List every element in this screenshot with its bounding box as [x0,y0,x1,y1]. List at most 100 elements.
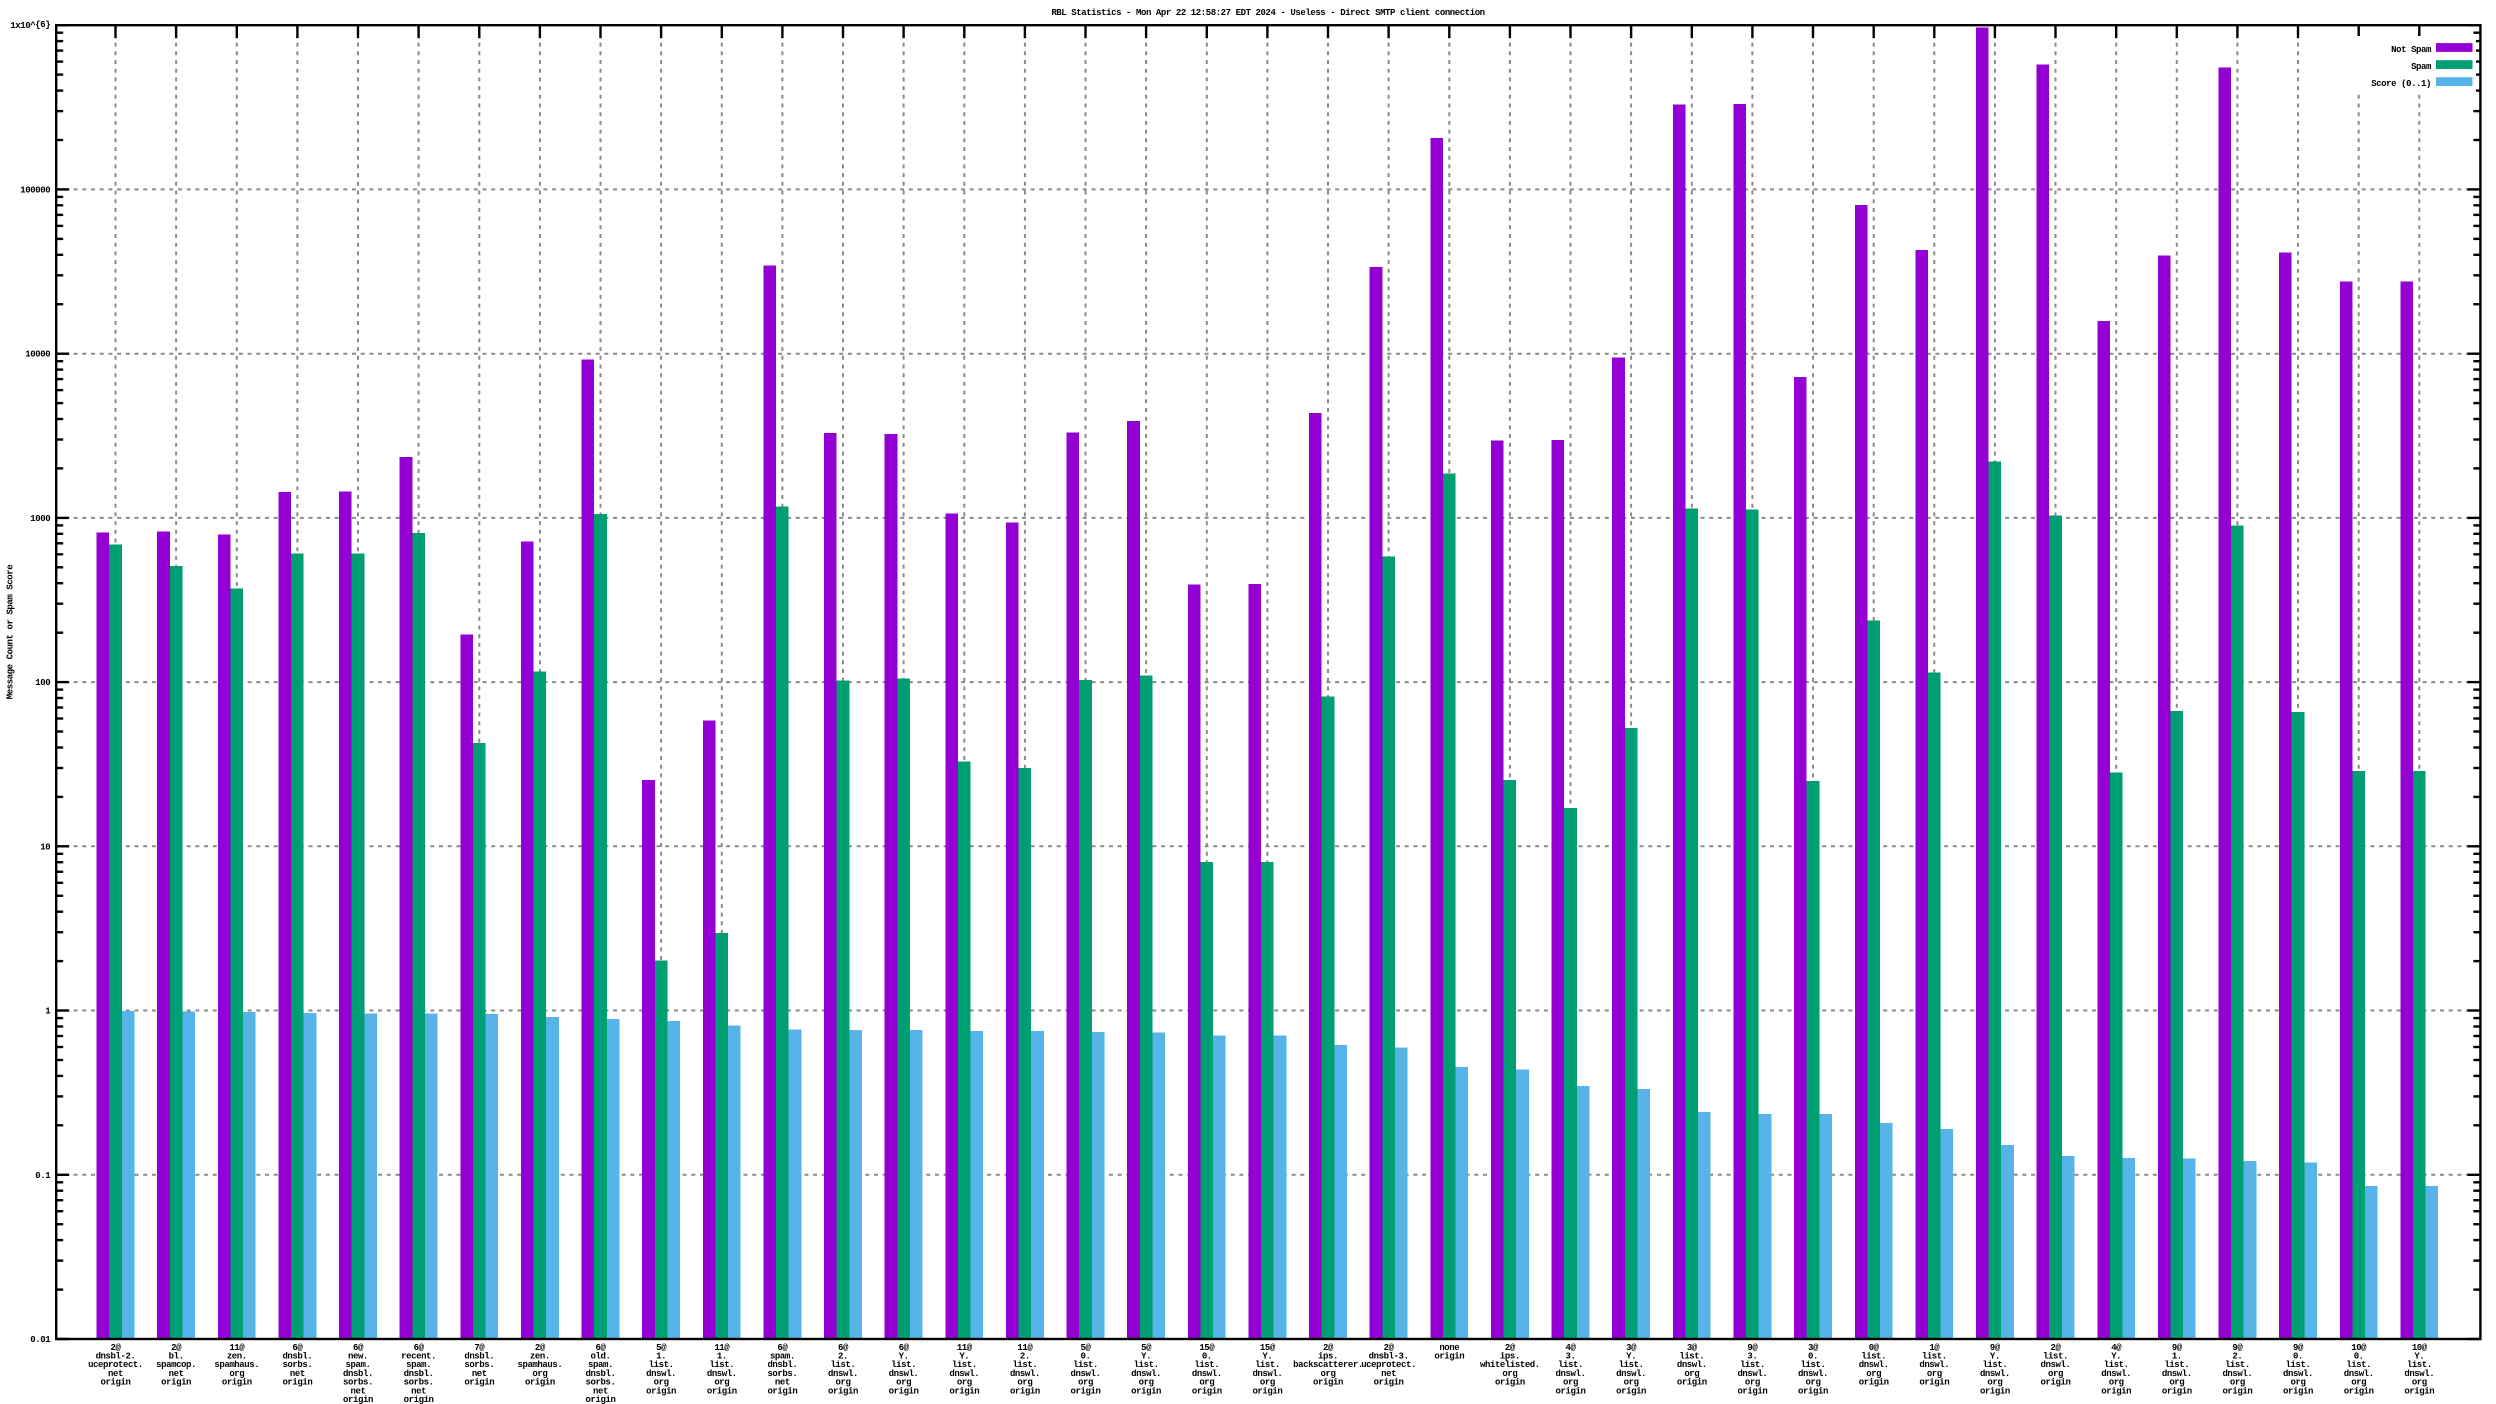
svg-text:sorbs.: sorbs. [404,1378,434,1388]
svg-text:net: net [169,1369,184,1379]
svg-text:dnswl.: dnswl. [2162,1369,2192,1379]
svg-text:Spam: Spam [2411,62,2432,72]
svg-text:origin: origin [889,1386,919,1396]
svg-text:origin: origin [1374,1378,1404,1388]
svg-text:dnswl.: dnswl. [949,1369,979,1379]
svg-text:org: org [1987,1378,2002,1388]
svg-text:origin: origin [1616,1386,1646,1396]
svg-text:org: org [1139,1378,1154,1388]
svg-text:Y.: Y. [1141,1352,1151,1362]
svg-text:dnswl.: dnswl. [646,1369,676,1379]
svg-text:list.: list. [2225,1360,2250,1370]
svg-text:dnswl.: dnswl. [1677,1360,1707,1370]
svg-text:list.: list. [2164,1360,2189,1370]
svg-text:dnsbl.: dnsbl. [767,1360,797,1370]
svg-text:org: org [1017,1378,1032,1388]
svg-text:Y.: Y. [899,1352,909,1362]
svg-text:2.: 2. [2232,1352,2242,1362]
svg-text:list.: list. [1255,1360,1280,1370]
svg-text:origin: origin [1252,1386,1282,1396]
svg-text:list.: list. [649,1360,674,1370]
svg-text:6@: 6@ [292,1343,303,1353]
svg-text:list.: list. [1073,1360,1098,1370]
svg-text:2@: 2@ [535,1343,546,1353]
svg-text:org: org [836,1378,851,1388]
svg-text:6@: 6@ [596,1343,607,1353]
svg-text:dnsbl.: dnsbl. [343,1369,373,1379]
svg-text:org: org [714,1378,729,1388]
svg-text:origin: origin [586,1395,616,1404]
svg-text:dnswl.: dnswl. [828,1369,858,1379]
svg-text:dnswl.: dnswl. [1556,1369,1586,1379]
svg-text:net: net [1381,1369,1396,1379]
svg-text:org: org [1624,1378,1639,1388]
svg-text:org: org [1866,1369,1881,1379]
svg-text:6@: 6@ [838,1343,849,1353]
svg-text:list.: list. [1134,1360,1159,1370]
svg-text:net: net [290,1369,305,1379]
svg-text:dnswl.: dnswl. [707,1369,737,1379]
svg-text:11@: 11@ [957,1343,973,1353]
svg-text:origin: origin [1071,1386,1101,1396]
svg-text:org: org [2048,1369,2063,1379]
svg-text:origin: origin [1434,1352,1464,1362]
svg-text:Y.: Y. [1262,1352,1272,1362]
svg-text:org: org [1199,1378,1214,1388]
svg-text:2.: 2. [838,1352,848,1362]
svg-text:dnswl.: dnswl. [1737,1369,1767,1379]
svg-text:origin: origin [1010,1386,1040,1396]
svg-text:1.: 1. [656,1352,666,1362]
svg-text:dnswl.: dnswl. [1010,1369,1040,1379]
svg-text:0.: 0. [1081,1352,1091,1362]
svg-text:org: org [1806,1378,1821,1388]
svg-text:6@: 6@ [899,1343,910,1353]
svg-text:origin: origin [222,1378,252,1388]
svg-text:list.: list. [1982,1360,2007,1370]
svg-text:2.: 2. [1020,1352,1030,1362]
svg-text:bl.: bl. [169,1352,184,1362]
svg-text:15@: 15@ [1260,1343,1276,1353]
svg-text:2@: 2@ [1323,1343,1334,1353]
svg-text:1.: 1. [2172,1352,2182,1362]
svg-text:net: net [775,1378,790,1388]
svg-text:1@: 1@ [1929,1343,1940,1353]
svg-text:list.: list. [1619,1360,1644,1370]
svg-text:dnswl.: dnswl. [1798,1369,1828,1379]
svg-text:origin: origin [1859,1378,1889,1388]
svg-text:9@: 9@ [1990,1343,2001,1353]
svg-text:0.: 0. [1202,1352,1212,1362]
svg-text:dnsbl.: dnsbl. [464,1352,494,1362]
svg-text:origin: origin [1192,1386,1222,1396]
svg-text:dnswl.: dnswl. [2101,1369,2131,1379]
svg-text:dnswl.: dnswl. [2041,1360,2071,1370]
svg-text:Y.: Y. [1990,1352,2000,1362]
svg-text:list.: list. [2104,1360,2129,1370]
svg-text:3@: 3@ [1687,1343,1698,1353]
svg-text:org: org [532,1369,547,1379]
svg-text:sorbs.: sorbs. [282,1360,312,1370]
svg-text:Not Spam: Not Spam [2391,45,2432,55]
svg-text:spamcop.: spamcop. [156,1360,196,1370]
svg-text:uceprotect.: uceprotect. [88,1360,143,1370]
svg-text:origin: origin [2344,1386,2374,1396]
svg-text:origin: origin [2404,1386,2434,1396]
svg-text:10: 10 [40,842,50,852]
svg-text:dnswl.: dnswl. [1859,1360,1889,1370]
svg-text:origin: origin [101,1378,131,1388]
svg-text:dnsbl.: dnsbl. [586,1369,616,1379]
svg-text:1000: 1000 [30,514,50,524]
svg-text:list.: list. [1801,1360,1826,1370]
svg-text:origin: origin [767,1386,797,1396]
svg-text:5@: 5@ [1141,1343,1152,1353]
svg-text:origin: origin [1556,1386,1586,1396]
svg-text:org: org [1684,1369,1699,1379]
svg-text:org: org [2109,1378,2124,1388]
svg-text:dnswl.: dnswl. [1192,1369,1222,1379]
svg-text:list.: list. [2346,1360,2371,1370]
svg-text:3@: 3@ [1808,1343,1819,1353]
svg-text:sorbs.: sorbs. [767,1369,797,1379]
svg-text:2@: 2@ [2051,1343,2062,1353]
svg-text:net: net [411,1386,426,1396]
svg-text:2@: 2@ [1384,1343,1395,1353]
svg-text:org: org [654,1378,669,1388]
